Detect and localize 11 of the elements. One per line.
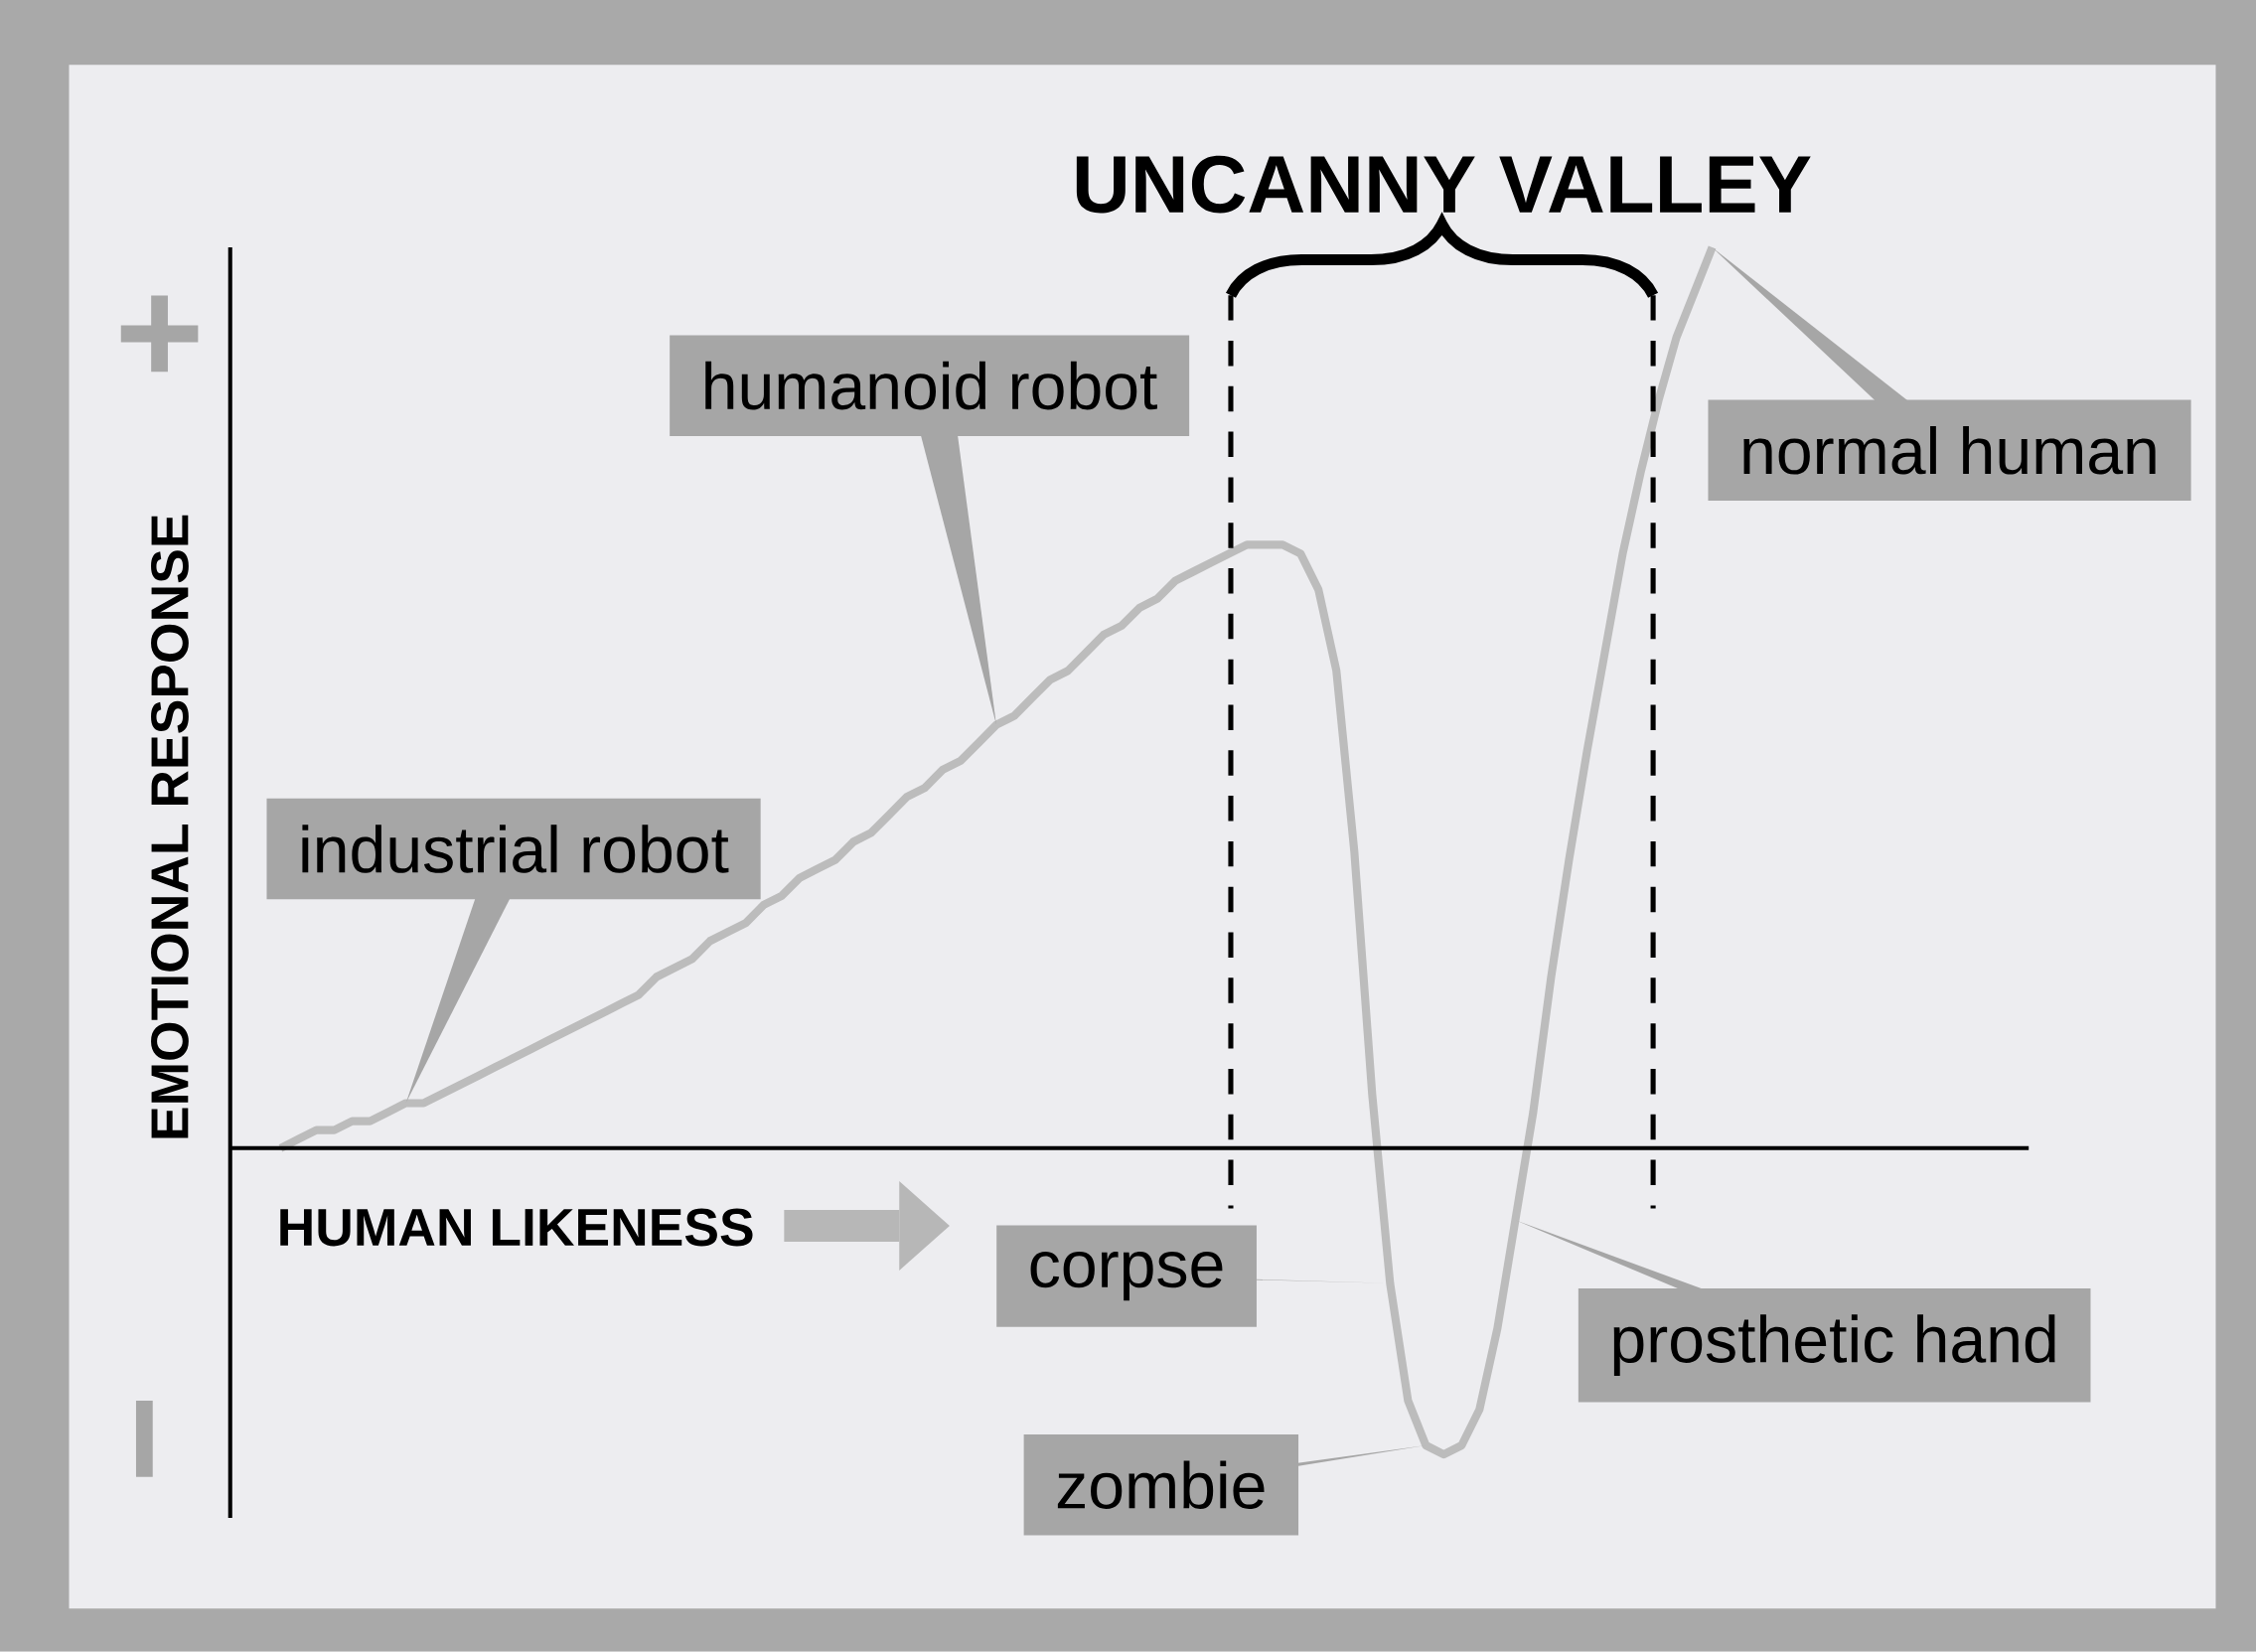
text: zombie — [1057, 1460, 1265, 1510]
annotation: corpse — [1030, 1252, 1223, 1301]
x-axis-title: HUMAN LIKENESS — [280, 1208, 753, 1247]
text: normal human — [1743, 426, 2156, 475]
chart-title: UNCANNY VALLEY — [1076, 155, 1811, 214]
text: + — [120, 295, 199, 373]
text: − — [135, 1401, 153, 1477]
y-axis-title: EMOTIONAL RESPONSE — [151, 515, 189, 1138]
annotation: prosthetic hand — [1613, 1314, 2055, 1377]
annotation: industrial robot — [302, 825, 729, 873]
annotation: humanoid robot — [705, 361, 1157, 410]
